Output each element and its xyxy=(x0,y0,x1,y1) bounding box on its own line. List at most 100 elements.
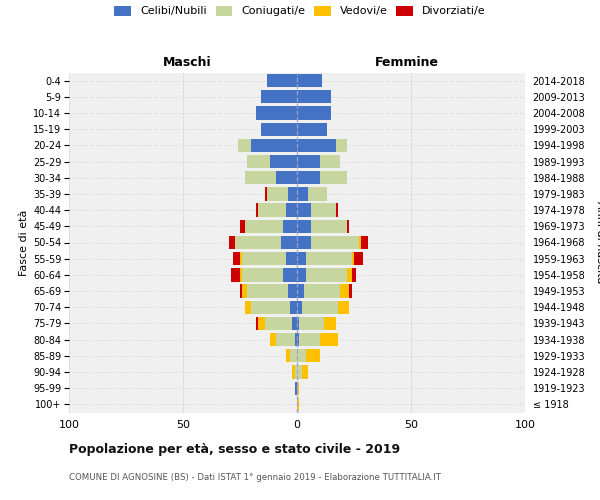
Bar xyxy=(286,349,290,362)
Bar xyxy=(269,333,277,346)
Bar xyxy=(290,300,297,314)
Bar xyxy=(297,268,306,281)
Bar xyxy=(268,188,288,200)
Bar xyxy=(347,268,352,281)
Bar xyxy=(311,204,336,217)
Bar xyxy=(304,284,340,298)
Bar xyxy=(231,268,240,281)
Bar xyxy=(354,252,363,266)
Bar xyxy=(242,284,247,298)
Bar xyxy=(320,333,338,346)
Bar xyxy=(288,284,297,298)
Bar xyxy=(288,188,297,200)
Bar xyxy=(235,236,281,249)
Text: Maschi: Maschi xyxy=(163,56,212,69)
Bar xyxy=(283,220,297,233)
Bar xyxy=(247,155,269,168)
Bar xyxy=(297,284,304,298)
Bar xyxy=(297,74,322,87)
Bar xyxy=(258,317,265,330)
Bar xyxy=(295,366,297,378)
Y-axis label: Fasce di età: Fasce di età xyxy=(19,210,29,276)
Bar xyxy=(352,252,354,266)
Bar xyxy=(297,236,311,249)
Text: Femmine: Femmine xyxy=(374,56,439,69)
Bar xyxy=(269,155,297,168)
Bar xyxy=(256,204,258,217)
Bar xyxy=(297,220,311,233)
Y-axis label: Anni di nascita: Anni di nascita xyxy=(595,201,600,283)
Bar xyxy=(281,236,297,249)
Bar xyxy=(297,122,326,136)
Bar xyxy=(242,268,283,281)
Bar xyxy=(268,74,297,87)
Bar xyxy=(352,268,356,281)
Bar xyxy=(240,284,242,298)
Bar xyxy=(297,106,331,120)
Text: Popolazione per età, sesso e stato civile - 2019: Popolazione per età, sesso e stato civil… xyxy=(69,442,400,456)
Bar xyxy=(295,382,297,395)
Bar xyxy=(299,333,320,346)
Bar xyxy=(311,236,359,249)
Bar xyxy=(251,300,290,314)
Bar xyxy=(347,220,349,233)
Bar xyxy=(306,252,352,266)
Bar xyxy=(260,122,297,136)
Bar xyxy=(297,204,311,217)
Bar xyxy=(338,300,349,314)
Bar xyxy=(292,317,297,330)
Bar xyxy=(297,155,320,168)
Bar xyxy=(229,236,235,249)
Bar xyxy=(302,366,308,378)
Bar xyxy=(297,188,308,200)
Bar xyxy=(306,268,347,281)
Bar xyxy=(292,366,295,378)
Bar xyxy=(297,317,299,330)
Bar xyxy=(297,90,331,104)
Bar xyxy=(260,90,297,104)
Bar xyxy=(277,171,297,184)
Bar xyxy=(245,220,283,233)
Bar xyxy=(251,138,297,152)
Bar xyxy=(240,252,242,266)
Bar xyxy=(297,138,336,152)
Bar xyxy=(290,349,297,362)
Bar xyxy=(256,106,297,120)
Bar xyxy=(336,138,347,152)
Bar xyxy=(240,268,242,281)
Bar xyxy=(297,171,320,184)
Bar xyxy=(295,333,297,346)
Bar xyxy=(308,188,326,200)
Bar xyxy=(297,349,306,362)
Bar xyxy=(247,284,288,298)
Bar xyxy=(297,366,302,378)
Bar xyxy=(340,284,349,298)
Bar xyxy=(359,236,361,249)
Bar xyxy=(297,300,302,314)
Bar xyxy=(297,398,299,411)
Bar xyxy=(297,333,299,346)
Bar xyxy=(242,252,286,266)
Bar xyxy=(302,300,338,314)
Text: COMUNE DI AGNOSINE (BS) - Dati ISTAT 1° gennaio 2019 - Elaborazione TUTTITALIA.I: COMUNE DI AGNOSINE (BS) - Dati ISTAT 1° … xyxy=(69,472,441,482)
Bar xyxy=(297,382,299,395)
Bar xyxy=(306,349,320,362)
Bar xyxy=(320,171,347,184)
Bar xyxy=(283,268,297,281)
Bar xyxy=(361,236,368,249)
Bar xyxy=(258,204,286,217)
Bar xyxy=(320,155,340,168)
Bar xyxy=(233,252,240,266)
Bar xyxy=(256,317,258,330)
Bar xyxy=(245,300,251,314)
Bar xyxy=(349,284,352,298)
Bar xyxy=(311,220,347,233)
Legend: Celibi/Nubili, Coniugati/e, Vedovi/e, Divorziati/e: Celibi/Nubili, Coniugati/e, Vedovi/e, Di… xyxy=(115,6,485,16)
Bar xyxy=(238,138,251,152)
Bar xyxy=(286,252,297,266)
Bar xyxy=(245,171,277,184)
Bar xyxy=(286,204,297,217)
Bar xyxy=(299,317,325,330)
Bar xyxy=(265,317,292,330)
Bar xyxy=(297,252,306,266)
